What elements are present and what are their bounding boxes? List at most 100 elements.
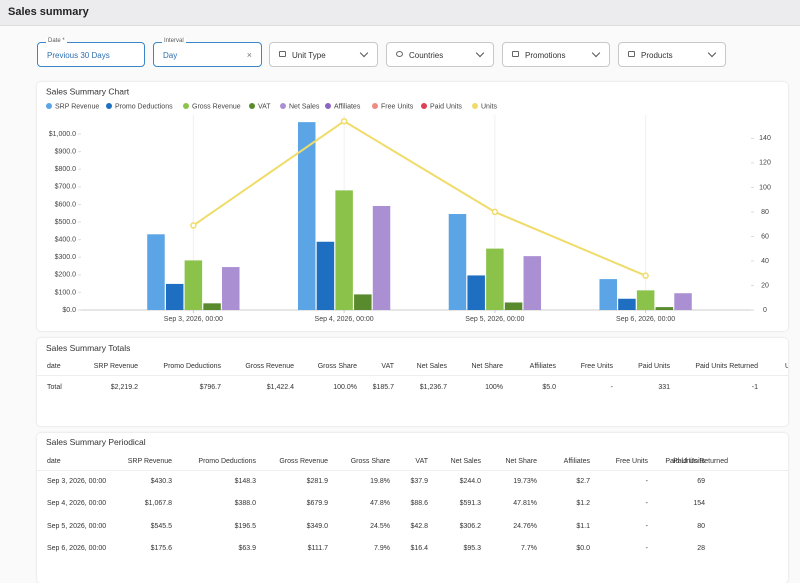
divider [37,375,788,376]
bar [504,302,523,310]
column-header: SRP Revenue [93,363,138,370]
column-header: Paid Units [638,363,670,370]
interval-field[interactable]: Interval Day × [153,38,262,67]
column-header: Units [785,363,788,370]
y2-tick-label: 0 [763,307,767,314]
dropdown[interactable]: Unit Type [269,42,378,67]
date-field[interactable]: Date * Previous 30 Days [37,38,145,67]
table-title: Sales Summary Totals [46,343,131,353]
table-cell: $0.0 [576,544,590,552]
legend-label: Net Sales [289,103,320,110]
table-cell: 47.8% [370,500,390,508]
field-label: Interval [162,38,186,44]
icon [628,51,635,57]
y2-tick-label: 120 [759,160,771,167]
periodical-card: Sales Summary Periodical date SRP Revenue… [37,433,788,583]
table-cell: $63.9 [238,544,256,552]
dropdown[interactable]: Promotions [502,42,610,67]
table-cell: $148.3 [234,478,256,485]
table-cell: $349.0 [306,522,328,530]
bar [222,267,240,310]
bar [147,234,165,310]
column-header: Net Share [471,363,503,370]
table-title: Sales Summary Periodical [46,437,146,447]
legend-label: SRP Revenue [55,103,99,110]
table-cell: $545.5 [150,522,172,530]
bar [674,293,692,310]
y-tick-label: $300.0 [55,254,77,261]
column-header: Free Units [580,363,613,370]
column-header: Affiliates [563,458,590,465]
table-cell: 80 [697,522,705,530]
legend-swatch [280,103,286,109]
table-cell: 19.8% [370,478,390,485]
table-cell: $42.8 [410,522,428,530]
column-header: date [47,458,61,465]
divider [37,470,788,471]
column-header: Net Share [505,458,537,465]
legend-swatch [46,103,52,109]
legend-swatch [249,103,255,109]
table-cell: $244.0 [459,478,481,485]
table-cell: 331 [658,384,670,391]
y2-tick-label: 100 [759,184,771,191]
column-header: Gross Revenue [245,363,294,370]
x-tick-label: Sep 6, 2026, 00:00 [616,316,675,323]
table-cell: 69 [697,478,705,485]
bar [486,248,504,310]
table-cell: $111.7 [307,544,328,552]
table-cell: $796.7 [199,384,221,391]
field-value: Day [163,51,178,60]
table-cell: $1.1 [576,522,590,530]
x-tick-label: Sep 3, 2026, 00:00 [164,316,223,323]
bar [372,205,391,310]
clear-icon[interactable]: × [246,50,252,60]
table-cell: $1,067.8 [144,500,172,508]
chevron [359,48,369,58]
column-header: Gross Revenue [279,458,328,465]
dropdown-label: Countries [409,51,444,60]
column-header: Promo Deductions [163,363,221,370]
column-header: SRP Revenue [127,458,172,465]
bar [165,283,184,310]
y2-tick-label: 60 [761,233,769,240]
line [192,120,647,277]
chart-title: Sales Summary Chart [46,86,130,96]
field-label: Date * [46,38,67,44]
table-cell: $388.0 [234,500,256,508]
y-tick-label: $700.0 [55,184,77,191]
dropdown[interactable]: Products [618,42,726,67]
y2-tick-label: 20 [761,282,769,289]
table-cell: 47.81% [513,500,537,508]
dropdown-label: Products [641,51,673,60]
bar [467,275,485,310]
dropdown-label: Promotions [525,51,566,60]
column-header: Net Sales [416,363,447,370]
table-cell: $1.2 [576,500,590,508]
y-tick-label: $1,000.0 [49,131,76,138]
y-tick-label: $400.0 [55,236,77,243]
dropdown[interactable]: Countries [386,42,494,67]
table-cell: 24.76% [513,522,537,530]
bar [203,303,221,310]
table-cell: - [610,384,613,391]
x-tick-label: Sep 4, 2026, 00:00 [315,316,374,323]
column-header: Paid Units Returned [665,458,728,465]
line-point [190,222,197,229]
table-cell: 154 [693,500,705,508]
bar [523,256,542,310]
table-cell: $16.4 [410,544,428,552]
column-header: Net Sales [450,458,481,465]
x-tick-label: Sep 5, 2026, 00:00 [465,316,524,323]
line-point [491,208,499,216]
legend-label: Free Units [381,103,414,110]
bar [655,307,674,310]
table-cell: $591.3 [459,500,481,508]
table-cell: -1 [751,384,758,391]
column-header: Gross Share [317,363,357,370]
table-cell: 19.73% [513,478,537,485]
table-cell: $306.2 [459,522,481,530]
bar [184,260,203,310]
table-cell: - [645,522,648,530]
legend-swatch [325,103,331,109]
